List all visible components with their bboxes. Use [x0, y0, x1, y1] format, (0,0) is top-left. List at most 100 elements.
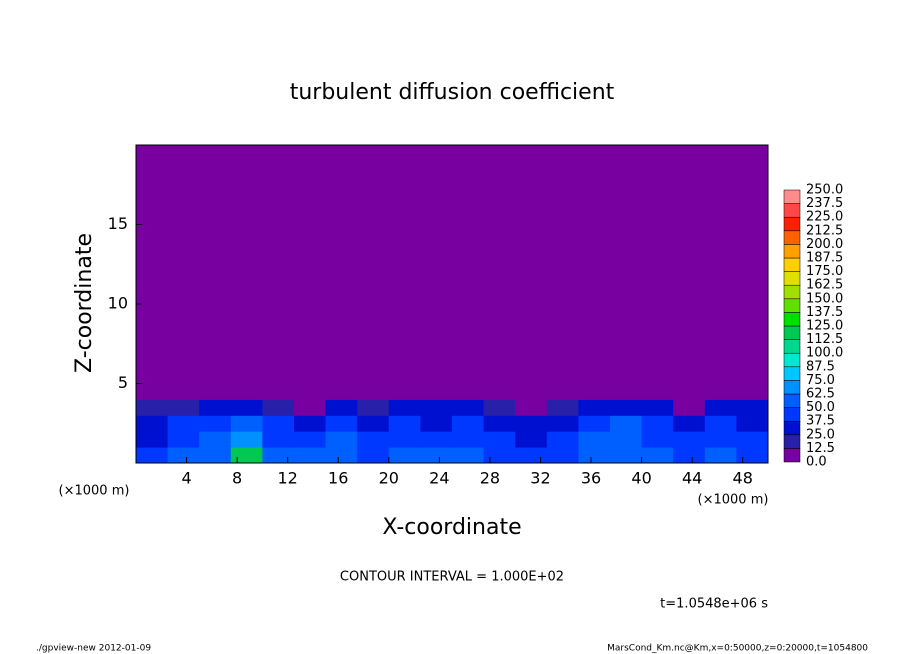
heat-cell	[515, 447, 548, 464]
x-tick-label: 32	[530, 469, 550, 488]
chart-title: turbulent diffusion coefficient	[290, 80, 615, 105]
heat-cell	[515, 399, 548, 416]
colorbar-label: 250.0	[806, 183, 843, 198]
heat-cell	[673, 415, 706, 432]
x-tick-label: 48	[733, 469, 753, 488]
heat-cell	[736, 399, 769, 416]
heat-cell	[136, 447, 169, 464]
heat-cell	[736, 145, 769, 400]
heat-cell	[230, 415, 263, 432]
colorbar-label: 100.0	[806, 346, 843, 361]
heat-cell	[641, 399, 674, 416]
heat-cell	[294, 447, 327, 464]
colorbar-label: 175.0	[806, 264, 843, 279]
colorbar-box	[783, 434, 801, 449]
x-tick-label: 40	[631, 469, 651, 488]
heat-cell	[230, 399, 263, 416]
heat-cell	[483, 415, 516, 432]
heat-cell	[357, 431, 390, 448]
heat-cell	[199, 399, 232, 416]
heat-cell	[199, 145, 232, 400]
colorbar-label: 137.5	[806, 305, 843, 320]
heat-cell	[262, 415, 295, 432]
heat-cell	[294, 431, 327, 448]
heat-cell	[325, 145, 358, 400]
heat-cell	[483, 399, 516, 416]
heat-cell	[641, 145, 674, 400]
y-axis-label: Z-coordinate	[72, 233, 97, 373]
heat-cell	[578, 399, 611, 416]
heat-cell	[420, 399, 453, 416]
colorbar-label: 75.0	[806, 373, 835, 388]
colorbar-label: 25.0	[806, 427, 835, 442]
heat-cell	[704, 145, 737, 400]
colorbar-box	[783, 216, 801, 232]
colorbar-label: 125.0	[806, 319, 843, 334]
heat-cell	[420, 447, 453, 464]
heat-cell	[673, 399, 706, 416]
colorbar-label: 187.5	[806, 251, 843, 266]
colorbar-box	[783, 407, 801, 422]
heat-cell	[610, 145, 643, 400]
heat-cell	[136, 431, 169, 448]
heat-cell	[262, 399, 295, 416]
x-tick-label: 8	[232, 469, 242, 488]
heat-cell	[452, 431, 485, 448]
colorbar-label: 162.5	[806, 278, 843, 293]
heat-cell	[546, 415, 579, 432]
x-tick-label: 24	[429, 469, 449, 488]
heat-cell	[578, 145, 611, 400]
heat-cell	[230, 447, 263, 464]
colorbar-box	[783, 244, 801, 259]
heat-cell	[578, 415, 611, 432]
x-tick-label: 4	[181, 469, 191, 488]
heat-cell	[230, 431, 263, 448]
heat-cell	[641, 431, 674, 448]
heat-cell	[325, 431, 358, 448]
heat-cell	[483, 447, 516, 464]
heat-cell	[388, 145, 421, 400]
colorbar-box	[783, 230, 801, 245]
heat-cell	[483, 145, 516, 400]
heat-cell	[325, 415, 358, 432]
colorbar-box	[783, 203, 801, 218]
heat-cell	[199, 447, 232, 464]
colorbar-box	[783, 257, 801, 272]
colorbar-label: 150.0	[806, 291, 843, 306]
heat-cell	[294, 415, 327, 432]
heat-cell	[452, 415, 485, 432]
heat-cell	[388, 431, 421, 448]
x-tick-label: 36	[581, 469, 601, 488]
heat-cell	[736, 447, 769, 464]
time-label: t=1.0548e+06 s	[660, 597, 768, 612]
colorbar-box	[783, 298, 801, 313]
colorbar-label: 212.5	[806, 223, 843, 238]
heat-cell	[325, 399, 358, 416]
x-tick-label: 28	[480, 469, 500, 488]
heat-cell	[546, 145, 579, 400]
colorbar-box	[783, 420, 801, 436]
colorbar-box	[783, 189, 801, 204]
heat-cell	[736, 415, 769, 432]
colorbar-label: 12.5	[806, 441, 835, 456]
heat-cell	[357, 447, 390, 464]
heat-cell	[704, 431, 737, 448]
colorbar-box	[783, 380, 801, 395]
x-tick-label: 16	[328, 469, 348, 488]
colorbar-box	[783, 312, 801, 327]
heat-cell	[136, 145, 169, 400]
colorbar-box	[783, 366, 801, 381]
colorbar-label: 87.5	[806, 359, 835, 374]
colorbar-box	[783, 284, 801, 300]
heat-cell	[294, 399, 327, 416]
heat-cell	[199, 415, 232, 432]
heat-cell	[167, 447, 200, 464]
colorbar-label: 237.5	[806, 196, 843, 211]
heat-cell	[388, 399, 421, 416]
heat-cell	[136, 399, 169, 416]
heat-cell	[262, 431, 295, 448]
heat-cell	[483, 431, 516, 448]
heat-cell	[610, 447, 643, 464]
y-tick-label: 15	[108, 214, 128, 233]
